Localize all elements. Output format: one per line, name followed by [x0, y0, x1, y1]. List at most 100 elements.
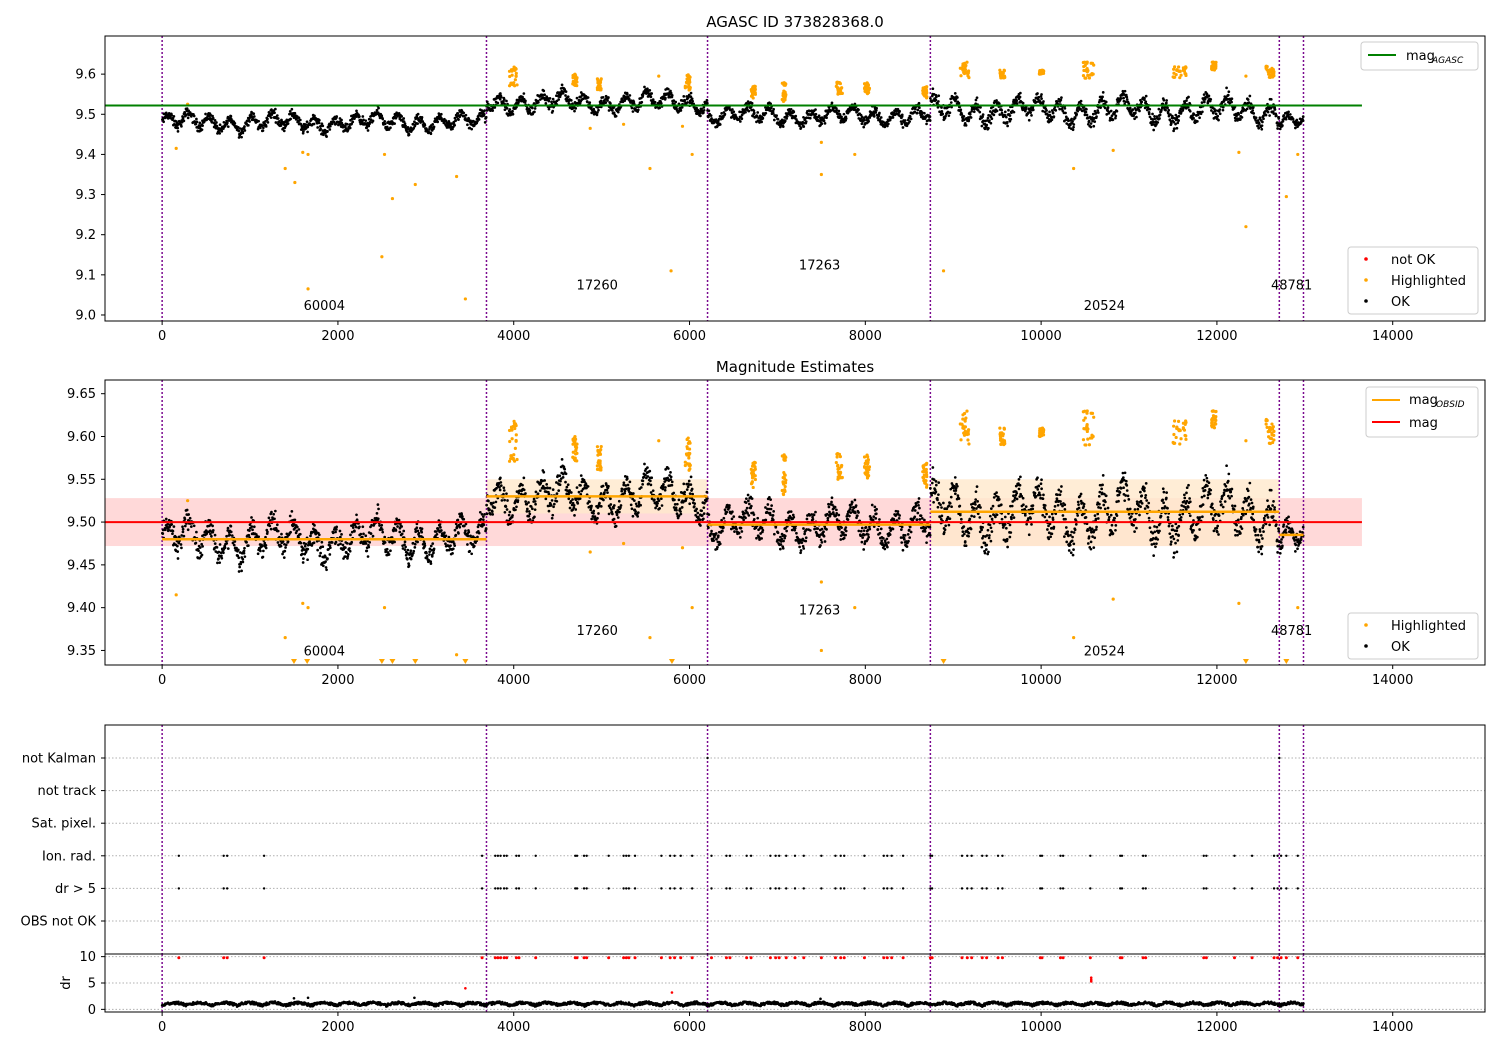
ok-point — [316, 126, 319, 129]
ok-point — [1291, 117, 1295, 121]
ok-point — [261, 129, 265, 132]
ok-point — [721, 529, 724, 533]
ok-point — [378, 524, 381, 527]
ok-point — [507, 513, 511, 517]
highlighted-point — [781, 99, 786, 103]
ok-point — [238, 565, 242, 569]
ok-point — [1151, 120, 1155, 124]
ok-point — [399, 522, 402, 526]
ok-point — [1086, 116, 1090, 120]
ok-point — [872, 115, 876, 118]
ok-point — [623, 491, 627, 495]
ok-point — [430, 553, 434, 557]
ok-point — [1192, 116, 1195, 120]
ok-point — [389, 549, 392, 553]
ok-point — [698, 518, 702, 522]
ok-point — [697, 515, 700, 519]
ok-point — [670, 94, 674, 97]
ok-point — [1058, 107, 1061, 111]
ok-point — [477, 523, 481, 527]
ok-point — [400, 532, 404, 536]
ok-point — [252, 112, 256, 116]
ok-point — [792, 110, 796, 114]
ok-point — [499, 481, 503, 484]
ok-point — [325, 568, 328, 572]
ok-point — [328, 553, 332, 556]
ok-point — [569, 99, 573, 102]
ok-point — [785, 529, 788, 533]
ok-point — [605, 488, 609, 492]
ok-point — [403, 122, 407, 125]
ok-point — [639, 486, 643, 489]
ok-point — [317, 533, 321, 537]
ok-point — [750, 101, 754, 105]
ok-point — [499, 484, 503, 487]
ok-point — [1100, 99, 1104, 102]
ok-point — [339, 535, 342, 539]
ok-point — [789, 510, 793, 513]
ok-point — [790, 528, 794, 532]
ok-point — [1256, 119, 1260, 122]
highlighted-point — [753, 90, 757, 95]
ok-point — [669, 89, 672, 93]
ok-point — [1133, 117, 1136, 121]
ok-point — [464, 522, 468, 526]
highlighted-point — [836, 87, 840, 92]
ok-point — [744, 516, 747, 520]
ok-point — [709, 114, 713, 117]
ok-point — [1209, 97, 1213, 101]
ok-point — [767, 507, 771, 511]
ok-point — [310, 544, 314, 547]
agasc-legend-mag-agasc-label: mag — [1406, 49, 1435, 64]
ok-point — [637, 500, 641, 504]
ok-point — [650, 476, 654, 480]
ok-point — [289, 530, 292, 534]
ok-point — [1071, 128, 1075, 132]
ok-point — [383, 122, 387, 126]
ok-point — [622, 481, 626, 485]
ok-point — [995, 99, 998, 102]
ok-point — [172, 115, 176, 118]
ok-point — [566, 483, 570, 487]
ok-point — [1287, 110, 1290, 114]
ok-point — [1125, 98, 1129, 101]
ok-point — [964, 124, 968, 127]
ok-point — [483, 512, 486, 516]
highlighted-point — [1001, 74, 1005, 79]
ok-point — [916, 108, 920, 112]
ok-point — [769, 513, 772, 517]
ok-point — [222, 120, 226, 124]
ok-point — [290, 107, 294, 111]
ok-point — [485, 503, 488, 507]
ok-point — [551, 97, 555, 101]
highlighted-point — [1081, 74, 1086, 78]
ok-point — [934, 98, 938, 102]
highlighted-point — [1000, 70, 1004, 75]
obsid-label-48781: 48781 — [1271, 279, 1312, 294]
ok-point — [177, 535, 181, 539]
ok-point — [243, 555, 247, 559]
ok-point — [194, 122, 198, 126]
ok-point — [304, 123, 308, 126]
ok-point — [620, 97, 624, 101]
ok-point — [188, 516, 192, 520]
ok-point — [886, 124, 889, 128]
ok-point — [237, 129, 241, 133]
ok-point — [1089, 122, 1093, 125]
ok-point — [614, 524, 618, 528]
ok-point — [396, 525, 399, 528]
ok-point — [767, 496, 771, 499]
ok-point — [1091, 119, 1094, 123]
ok-point — [1264, 113, 1268, 117]
ok-point — [547, 107, 551, 111]
highlighted-outlier — [819, 140, 823, 144]
ok-point — [698, 111, 702, 115]
ok-point — [682, 482, 686, 486]
ok-point — [692, 498, 695, 502]
ok-point — [525, 502, 529, 506]
ok-point — [182, 119, 186, 123]
highlighted-outlier — [283, 166, 287, 171]
ok-point — [481, 518, 485, 521]
ok-point — [1071, 119, 1074, 123]
highlighted-point — [1172, 67, 1176, 71]
